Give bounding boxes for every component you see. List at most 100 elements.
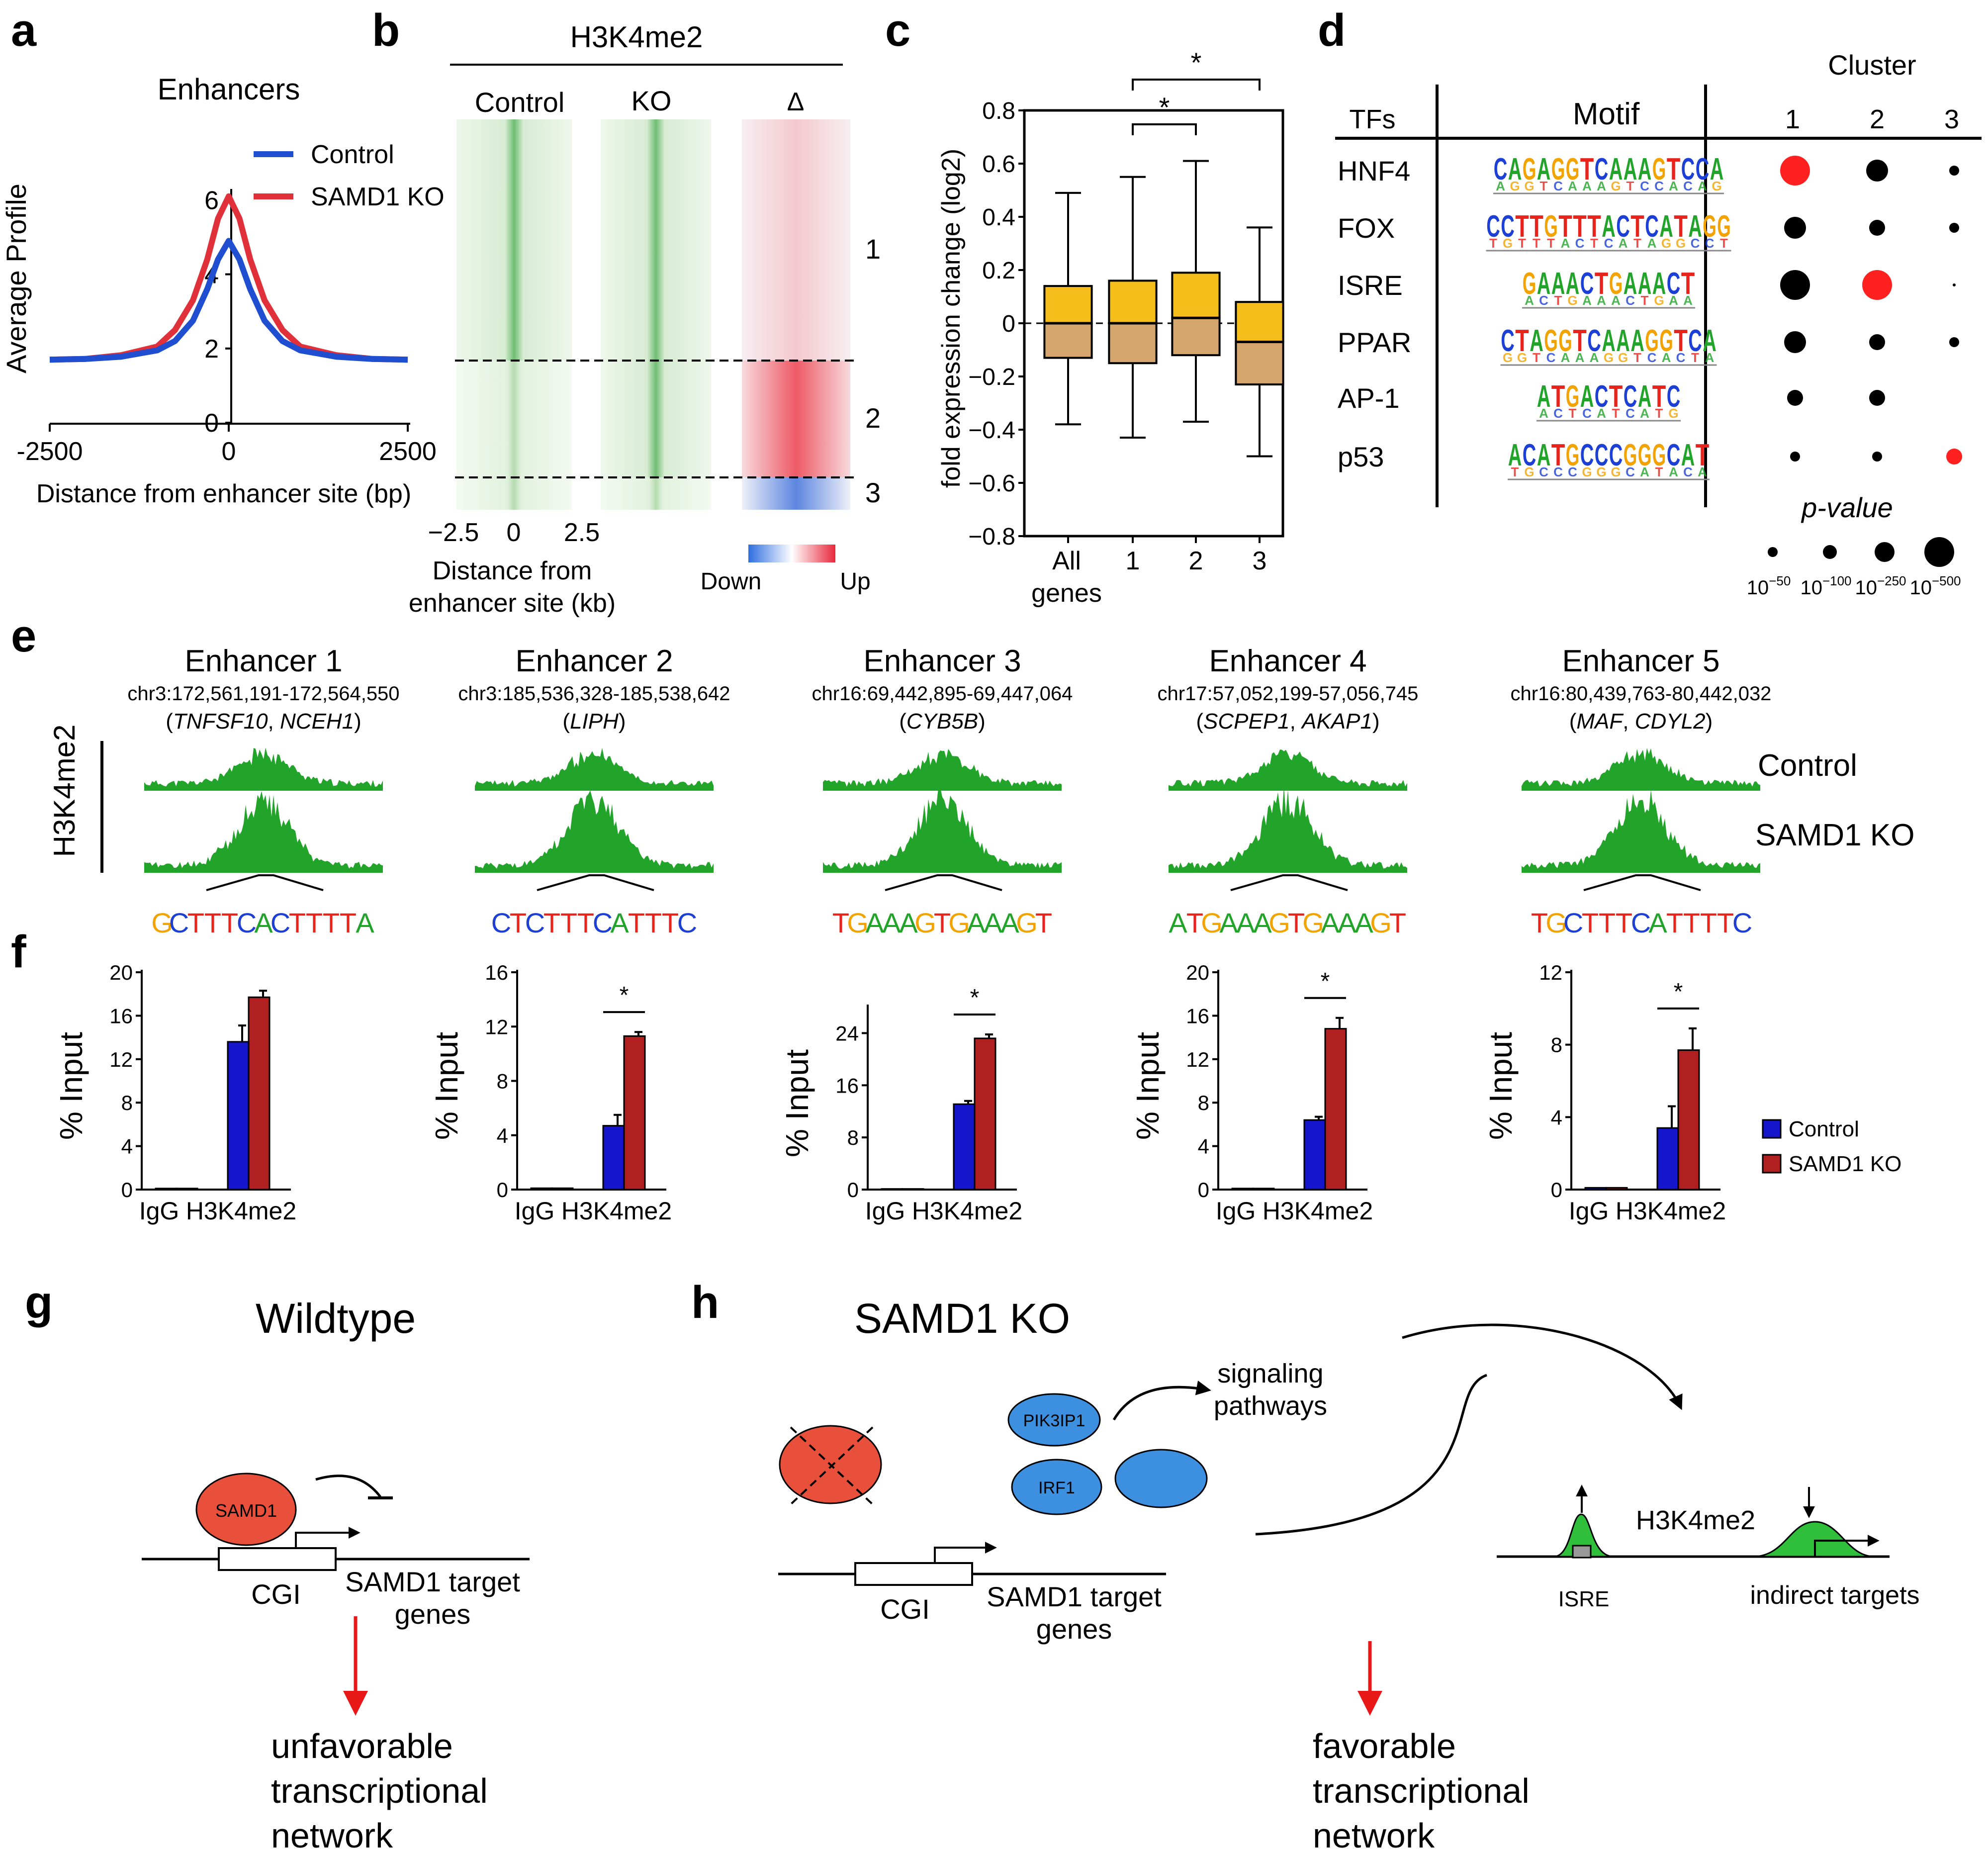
motif-letter: A bbox=[1638, 152, 1652, 186]
sequence-letter: C bbox=[1631, 907, 1651, 938]
panel-label-d: d bbox=[1318, 5, 1346, 56]
track-control bbox=[475, 747, 714, 791]
enhancer-title: Enhancer 2 bbox=[515, 644, 673, 678]
motif-letter-minor: G bbox=[1611, 179, 1621, 193]
y-tick-label: 0.6 bbox=[982, 151, 1015, 178]
motif-letter-minor: C bbox=[1626, 464, 1635, 479]
category-label-h3k4me2: H3K4me2 bbox=[1263, 1197, 1373, 1225]
panel-a-legend: Control SAMD1 KO bbox=[254, 140, 445, 211]
y-tick-label: −0.6 bbox=[968, 470, 1015, 497]
motif-letter-minor: T bbox=[1533, 236, 1540, 251]
bar-chart-2: 0 4 8 12 16 % Input IgG H3K4me2 * bbox=[429, 961, 672, 1225]
motif-letter: C bbox=[1667, 438, 1681, 472]
motif-letter-minor: A bbox=[1582, 179, 1592, 193]
motif-letter: T bbox=[1515, 324, 1529, 358]
sequence-letter: T bbox=[628, 907, 645, 938]
repression-arc bbox=[315, 1475, 381, 1498]
motif-letter: C bbox=[1624, 379, 1637, 414]
zoom-lines bbox=[537, 874, 654, 891]
track-control bbox=[823, 748, 1062, 791]
motif-letter: G bbox=[1717, 209, 1731, 244]
y-tick-label: 24 bbox=[835, 1021, 859, 1045]
enhancer-title: Enhancer 3 bbox=[863, 644, 1021, 678]
motif-letter: C bbox=[1696, 152, 1710, 186]
sequence-letter: T bbox=[662, 907, 679, 938]
motif-letter-minor: T bbox=[1633, 350, 1641, 365]
heatmap-control-c2 bbox=[456, 361, 572, 477]
motif-letter: T bbox=[1573, 209, 1587, 244]
gene-name: NCEH1 bbox=[280, 709, 354, 734]
outcome-ko-line3: network bbox=[1313, 1816, 1435, 1849]
motif-letter: A bbox=[1652, 267, 1666, 301]
motif-letter-minor: G bbox=[1668, 406, 1678, 421]
track-ko bbox=[1522, 790, 1760, 873]
motif-letter: A bbox=[1602, 209, 1616, 244]
sequence-letter: G bbox=[847, 907, 869, 938]
target-label-ko-line1: SAMD1 target bbox=[987, 1581, 1162, 1612]
heatmap-control-c3 bbox=[456, 477, 572, 510]
motif-letter-minor: C bbox=[1640, 179, 1649, 193]
panel-label-f: f bbox=[11, 926, 26, 977]
panel-label-h: h bbox=[691, 1277, 719, 1328]
motif-letter: G bbox=[1544, 209, 1558, 244]
motif-letter: A bbox=[1537, 438, 1551, 472]
paren-close: ) bbox=[619, 709, 626, 734]
sequence-letter: T bbox=[832, 907, 849, 938]
box-lower-All-genes bbox=[1043, 322, 1093, 359]
bar-control bbox=[1584, 1187, 1607, 1191]
panel-label-b: b bbox=[372, 5, 400, 56]
gene-sep: , bbox=[268, 709, 280, 734]
motif-letter: A bbox=[1624, 152, 1637, 186]
blue-protein bbox=[1114, 1449, 1208, 1508]
motif-logo-PPAR: CG TG AT GC GA TA CA AG AG AT GC GA TC CT AA bbox=[1500, 324, 1717, 366]
motif-letter-minor: T bbox=[1633, 236, 1641, 251]
box-upper-3 bbox=[1235, 301, 1284, 343]
motif-letter: T bbox=[1667, 152, 1681, 186]
tf-label-FOX: FOX bbox=[1338, 212, 1395, 244]
y-tick-label: 0.4 bbox=[982, 204, 1015, 231]
motif-letter: G bbox=[1523, 152, 1536, 186]
tss-arrow bbox=[295, 1527, 361, 1548]
motif-letter-minor: C bbox=[1647, 350, 1657, 365]
target-tss-arrow bbox=[1814, 1535, 1880, 1557]
sequence-letter: C bbox=[1563, 907, 1583, 938]
motif-letter: C bbox=[1587, 324, 1601, 358]
motif-letter-minor: C bbox=[1683, 464, 1693, 479]
sequence-letter: T bbox=[1683, 907, 1700, 938]
panel-b-title: H3K4me2 bbox=[570, 20, 703, 54]
legend-label-ko: SAMD1 KO bbox=[311, 183, 445, 211]
motif-letter-minor: G bbox=[1524, 179, 1534, 193]
motif-letter: A bbox=[1508, 438, 1522, 472]
motif-letter: T bbox=[1515, 209, 1529, 244]
paren-open: ( bbox=[562, 709, 570, 734]
paren-close: ) bbox=[354, 709, 361, 734]
panel-label-c: c bbox=[885, 5, 910, 56]
sequence-letter: A bbox=[865, 907, 884, 938]
track-ko bbox=[1169, 786, 1407, 873]
outcome-arrow-head bbox=[343, 1691, 368, 1716]
motif-letter: A bbox=[1609, 152, 1623, 186]
heatmap-col-delta: Δ bbox=[787, 88, 805, 116]
sequence-letter: T bbox=[560, 907, 577, 938]
track-control bbox=[1169, 749, 1407, 791]
bar-chart-5: 0 4 8 12 % Input IgG H3K4me2 * bbox=[1483, 961, 1726, 1225]
legend-swatch-control bbox=[1762, 1119, 1782, 1139]
pvalue-legend-title-text: p-value bbox=[1801, 492, 1893, 523]
motif-letter: G bbox=[1645, 324, 1659, 358]
enhancer-title: Enhancer 4 bbox=[1209, 644, 1366, 678]
motif-letter: T bbox=[1580, 152, 1594, 186]
signaling-label-line2: pathways bbox=[1214, 1391, 1327, 1421]
motif-letter-minor: C bbox=[1654, 179, 1664, 193]
paren-open: ( bbox=[166, 709, 173, 734]
motif-letter-minor: C bbox=[1691, 236, 1700, 251]
sequence-letter: C bbox=[491, 907, 511, 938]
motif-letter-minor: T bbox=[1554, 293, 1562, 308]
sequence-letter: T bbox=[306, 907, 323, 938]
target-peak bbox=[1752, 1521, 1875, 1558]
motif-letter-minor: A bbox=[1669, 293, 1678, 308]
dot-ISRE-cluster-3 bbox=[1953, 283, 1956, 286]
motif-letter-minor: A bbox=[1582, 293, 1592, 308]
zoom-lines bbox=[1230, 874, 1348, 891]
box-upper-2 bbox=[1171, 272, 1221, 319]
dot-FOX-cluster-2 bbox=[1869, 220, 1885, 236]
